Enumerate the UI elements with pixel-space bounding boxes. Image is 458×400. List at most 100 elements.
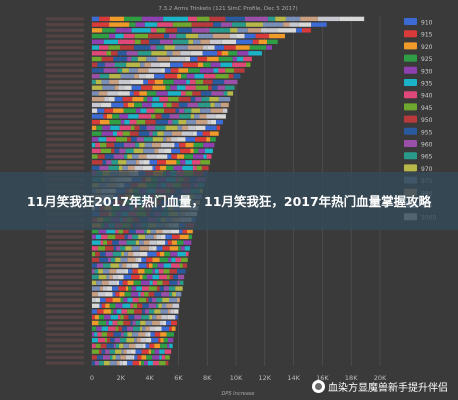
bar-segment — [118, 165, 123, 171]
bar-segment — [123, 349, 127, 354]
bar-segment — [200, 39, 210, 44]
bar-segment — [136, 119, 146, 125]
bar-segment — [162, 280, 170, 285]
bar-segment — [185, 91, 193, 96]
x-tick-label: 14K — [287, 374, 300, 382]
bar-segment — [152, 280, 158, 285]
bar-segment — [156, 45, 165, 50]
legend-swatch — [404, 42, 417, 50]
bar-segment — [245, 22, 263, 27]
bar-segment — [138, 74, 146, 79]
bar-segment — [185, 251, 189, 257]
bar-segment — [172, 303, 180, 308]
bar-segment — [92, 240, 101, 245]
bar-segment — [118, 326, 123, 331]
bar-segment — [135, 142, 140, 148]
bar-segment — [186, 79, 190, 85]
bar-segment — [120, 338, 127, 343]
bar-segment — [268, 16, 276, 22]
y-tick-label — [46, 143, 84, 147]
y-tick-label — [46, 68, 84, 73]
x-tick-label: 18K — [345, 374, 358, 382]
bar-segment — [104, 108, 114, 113]
bar-segment — [124, 16, 142, 22]
bar-segment — [103, 263, 111, 268]
bar-segment — [169, 246, 179, 251]
bar-segment — [105, 251, 113, 257]
bar-segment — [236, 33, 245, 39]
bar-segment — [235, 45, 250, 50]
bar-segment — [207, 45, 215, 50]
bar-segment — [164, 148, 172, 154]
bar-segment — [138, 131, 150, 136]
bar-segment — [178, 274, 185, 280]
bar-segment — [255, 33, 270, 39]
bar-segment — [116, 269, 126, 274]
bar-segment — [135, 108, 141, 113]
bar-segment — [302, 28, 311, 33]
bar-segment — [203, 45, 208, 50]
bar-segment — [92, 154, 98, 159]
bar-segment — [161, 68, 165, 73]
bar-segment — [123, 108, 136, 113]
bar-segment — [138, 234, 146, 240]
bar-segment — [169, 292, 173, 297]
bar-segment — [101, 56, 114, 62]
bar-segment — [126, 240, 136, 245]
bar-segment — [128, 286, 132, 291]
bar-segment — [164, 349, 172, 354]
bar-segment — [186, 74, 195, 79]
bar-segment — [98, 315, 105, 320]
bar-segment — [138, 154, 147, 159]
bar-segment — [214, 102, 221, 108]
bar-segment — [148, 286, 157, 291]
x-tick-label: 0 — [90, 374, 94, 382]
bar-segment — [202, 131, 210, 136]
bar-segment — [152, 137, 164, 142]
bar-segment — [186, 228, 193, 234]
bar-segment — [161, 303, 167, 308]
bar-segment — [162, 297, 170, 303]
bar-segment — [113, 332, 121, 337]
bar-segment — [152, 274, 160, 280]
bar-segment — [167, 315, 176, 320]
bar-segment — [145, 320, 153, 326]
bar-segment — [130, 320, 133, 326]
bar-segment — [127, 154, 133, 159]
bar-segment — [146, 154, 157, 159]
bar-segment — [102, 286, 107, 291]
bar-segment — [195, 97, 202, 102]
bar-segment — [228, 51, 238, 56]
bar-segment — [95, 297, 100, 303]
bar-segment — [172, 22, 192, 27]
bar-segment — [92, 280, 97, 285]
bar-segment — [152, 142, 161, 148]
bar-segment — [112, 251, 122, 257]
bar-segment — [123, 33, 135, 39]
bar-segment — [140, 338, 146, 343]
bar-segment — [169, 297, 177, 303]
bar-segment — [175, 257, 182, 263]
bar-segment — [150, 62, 160, 67]
bar-segment — [131, 286, 137, 291]
bar-segment — [232, 62, 247, 67]
bar-segment — [108, 326, 116, 331]
bar-segment — [180, 148, 191, 154]
bar-segment — [176, 240, 184, 245]
wechat-icon — [312, 379, 325, 393]
bar-segment — [160, 309, 169, 314]
bar-segment — [187, 102, 199, 108]
bar-segment — [109, 79, 119, 85]
bar-segment — [152, 360, 159, 366]
bar-segment — [188, 234, 193, 240]
bar-segment — [143, 137, 153, 142]
bar-segment — [101, 332, 108, 337]
bar-segment — [136, 160, 140, 165]
legend-swatch — [404, 66, 417, 74]
bar-segment — [191, 108, 201, 113]
bar-segment — [92, 91, 99, 96]
bar-segment — [237, 28, 248, 33]
bar-segment — [98, 320, 107, 326]
bar-segment — [123, 297, 128, 303]
bar-segment — [148, 68, 162, 73]
